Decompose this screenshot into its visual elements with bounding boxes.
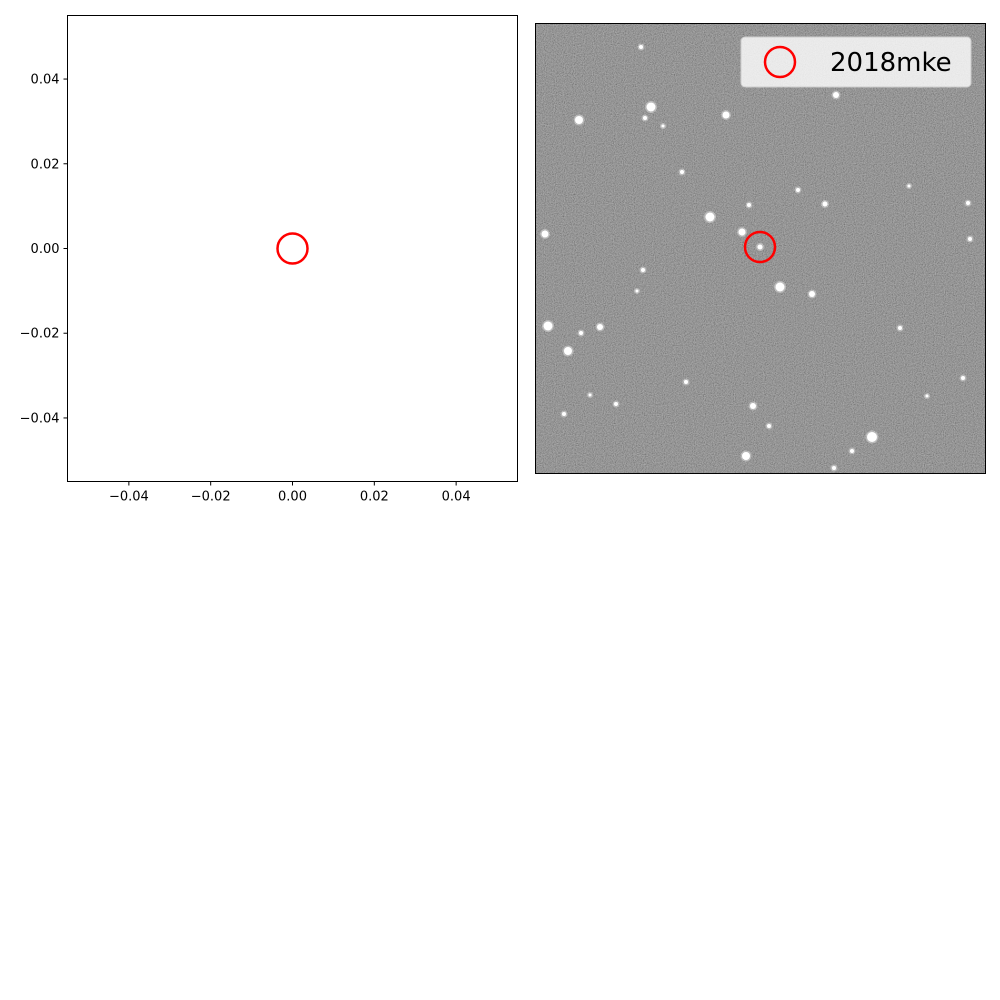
star [961,376,965,380]
y-axis-ticks: 0.04 0.02 0.00 −0.02 −0.04 [20,73,68,426]
star [867,432,877,442]
star [575,116,583,124]
star [614,402,618,406]
y-tick-label: −0.04 [20,411,60,426]
star [742,452,750,460]
legend-marker [763,45,797,79]
scatter-plot-area [67,15,518,482]
star [579,331,583,335]
target-marker [743,230,777,264]
star [822,201,828,207]
star [738,228,746,236]
star [543,321,553,331]
star [796,188,800,192]
y-tick-label: −0.02 [20,327,60,342]
scatter-point [276,232,309,265]
y-tick-label: 0.02 [31,157,60,172]
star [907,184,911,188]
star [750,403,756,409]
y-tick-label: 0.00 [31,242,60,257]
star [757,244,763,250]
star [646,102,656,112]
star [635,289,639,293]
star [722,111,730,119]
x-tick-label: 0.00 [278,490,307,505]
star [809,291,815,297]
star [850,449,854,453]
x-tick-label: −0.04 [109,490,149,505]
scatter-panel: −0.04 −0.02 0.00 0.02 0.04 0.04 0.02 0.00 −0.02… [20,15,518,505]
star [747,203,751,207]
star [966,201,970,205]
image-frame [535,23,986,474]
star [767,424,771,428]
star [639,45,643,49]
star [541,230,549,238]
scatter-points [276,232,309,265]
x-tick-label: 0.04 [442,490,471,505]
star [925,394,929,398]
star [898,326,902,330]
star [832,466,836,470]
legend-box [740,36,972,88]
star [643,116,647,120]
x-tick-label: 0.02 [360,490,389,505]
legend: 2018mke [740,36,972,88]
star [968,237,972,241]
stars [540,43,974,472]
star [641,268,645,272]
star [684,380,688,384]
legend-label: 2018mke [830,48,952,78]
star [661,124,665,128]
star [562,412,566,416]
star [775,282,785,292]
star [588,393,592,397]
x-axis-ticks: −0.04 −0.02 0.00 0.02 0.04 [109,481,471,505]
star [564,347,572,355]
star [833,92,839,98]
star [597,324,603,330]
y-tick-label: 0.04 [31,73,60,88]
x-tick-label: −0.02 [191,490,231,505]
image-panel: 2018mke [535,23,986,474]
star [705,212,715,222]
star [680,170,684,174]
